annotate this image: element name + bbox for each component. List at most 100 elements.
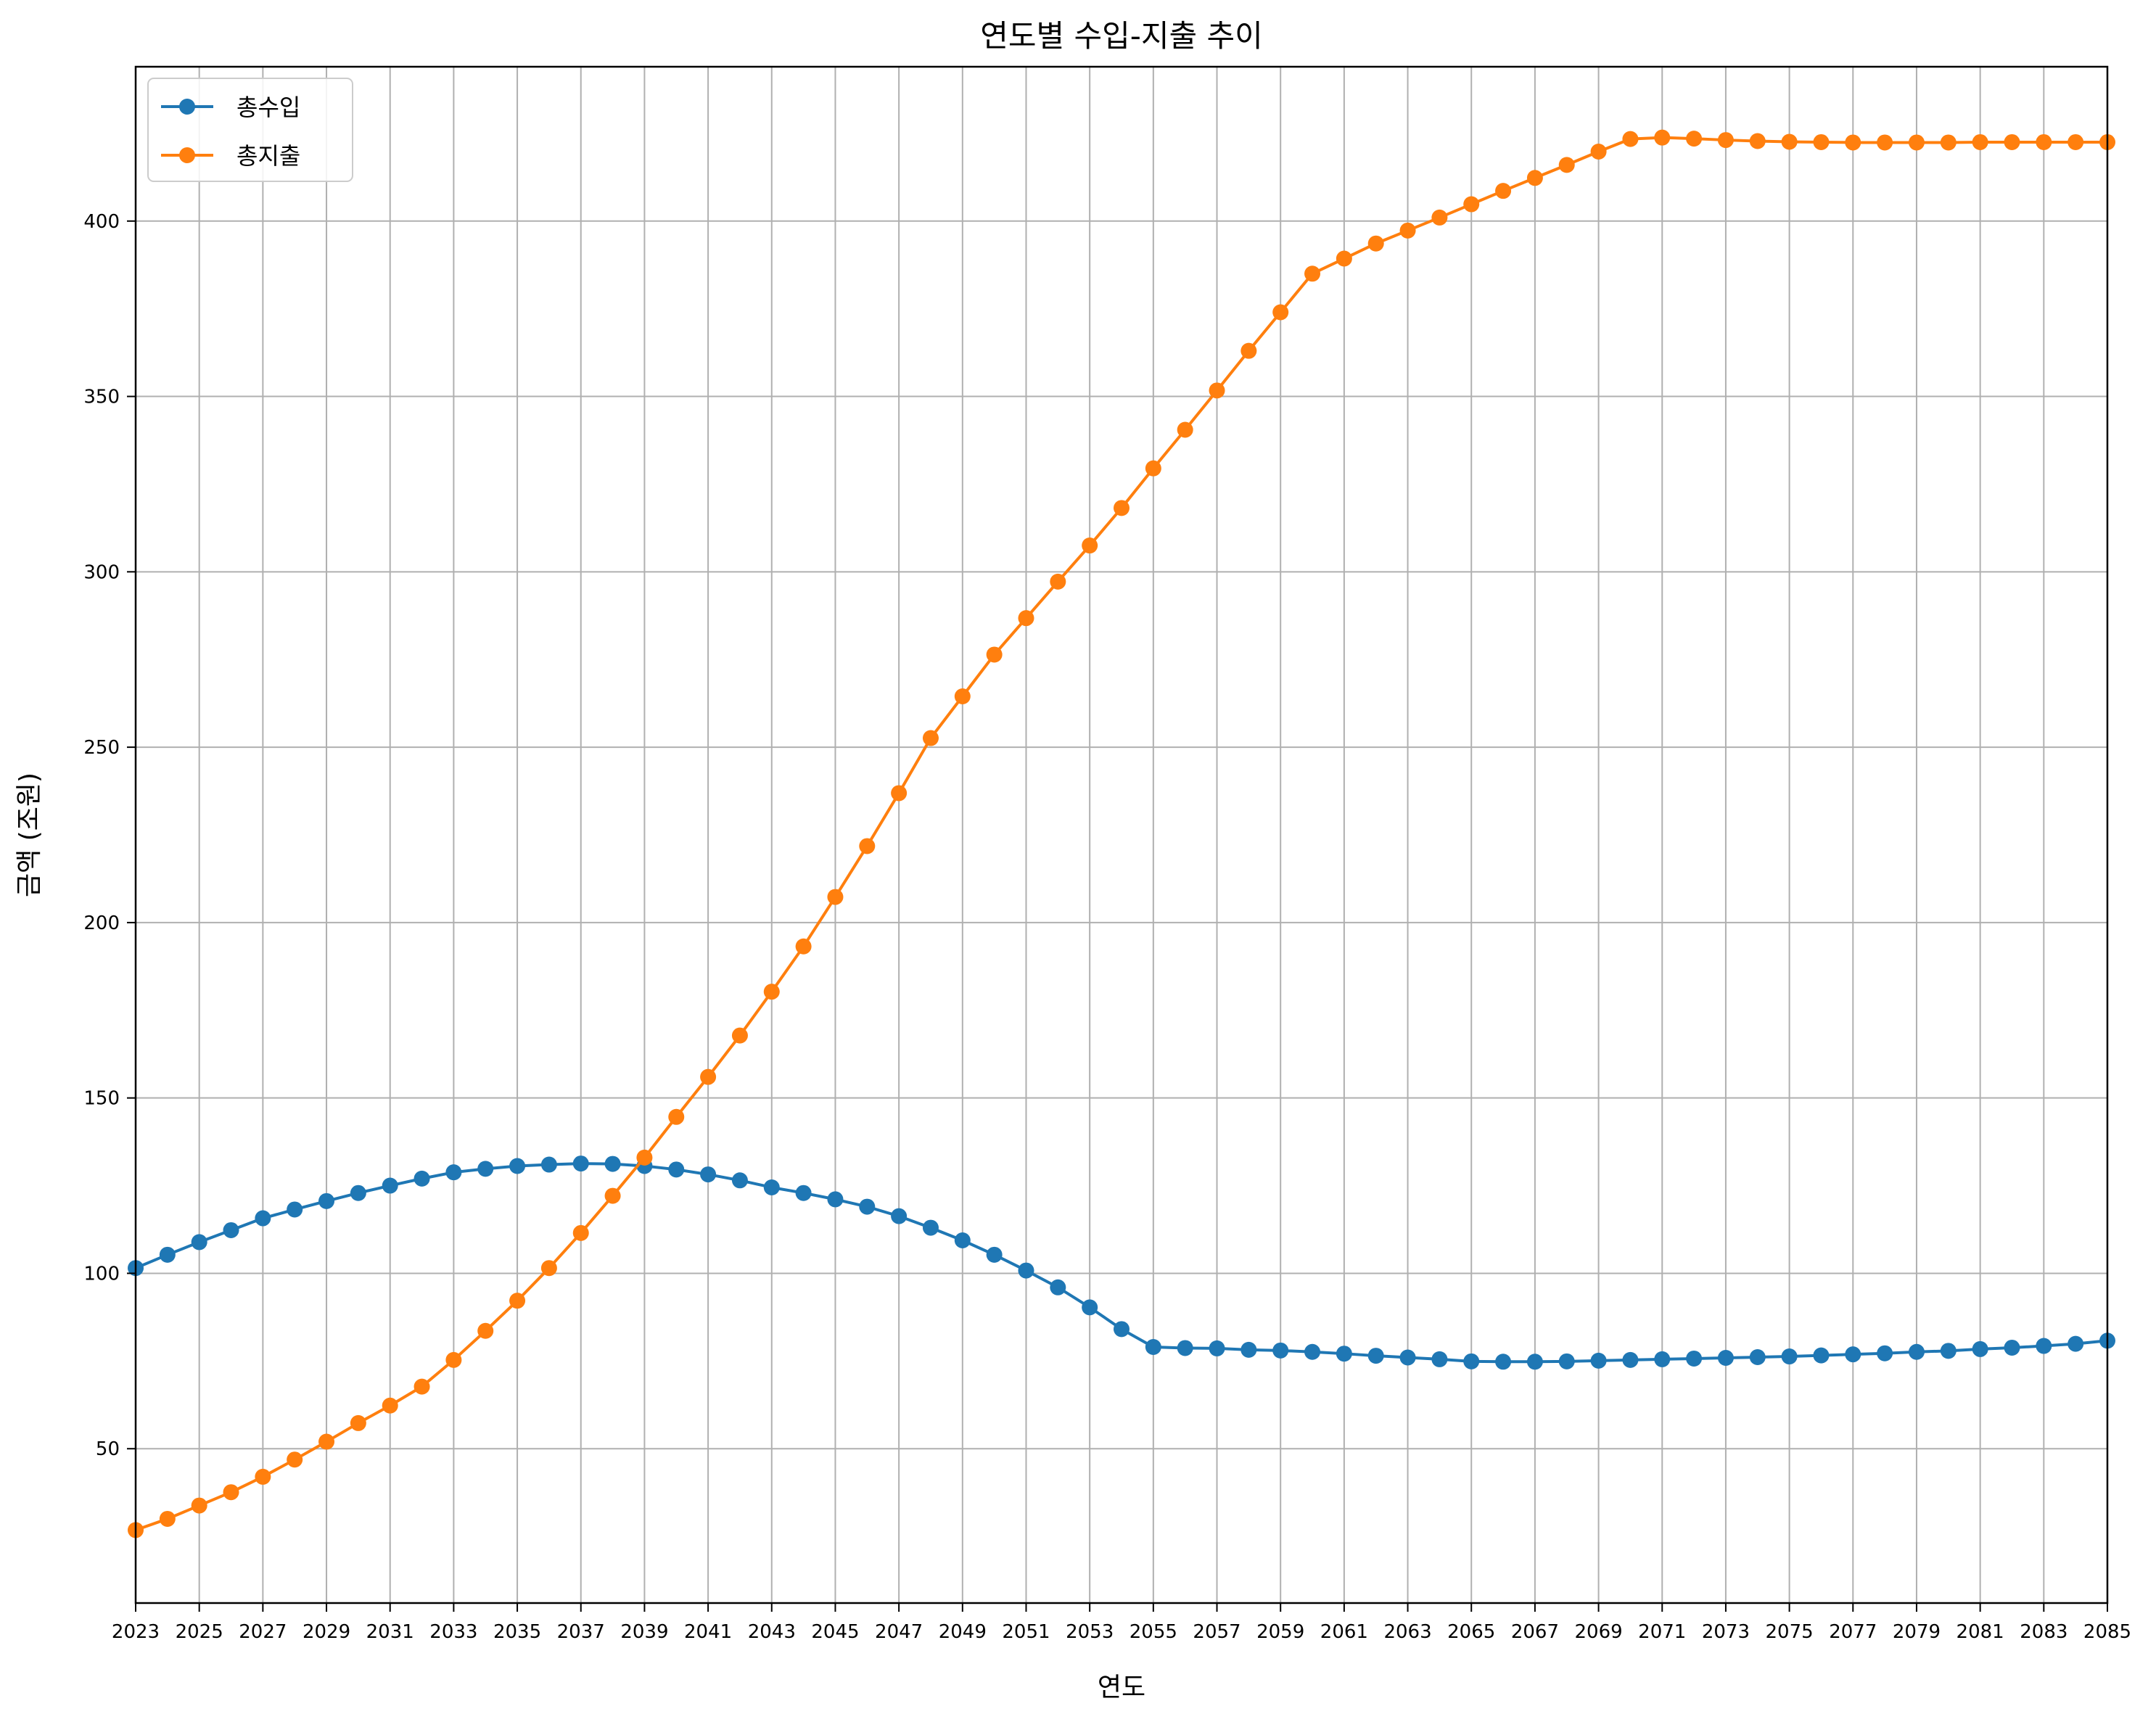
x-tick-label: 2027: [239, 1621, 287, 1643]
data-point: [2067, 133, 2084, 150]
data-point: [477, 1161, 494, 1177]
data-point: [255, 1468, 271, 1485]
data-point: [1845, 134, 1861, 151]
data-point: [1431, 209, 1448, 226]
data-point: [191, 1497, 207, 1514]
legend-label-income: 총수입: [236, 94, 300, 121]
data-point: [1399, 1349, 1416, 1366]
data-point: [1082, 537, 1098, 554]
data-point: [1367, 1348, 1384, 1364]
data-point: [1686, 131, 1703, 147]
x-axis-ticks: 2023 2025 2027 2029 2031 2033 2035 2037 2039 2041…: [112, 1603, 2131, 1643]
data-point: [1749, 133, 1766, 149]
data-point: [1177, 421, 1193, 438]
data-point: [350, 1185, 366, 1201]
data-point: [2036, 1338, 2052, 1354]
data-point: [1018, 610, 1034, 627]
data-point: [763, 1179, 780, 1195]
x-tick-label: 2039: [620, 1621, 668, 1643]
data-point: [1304, 1343, 1321, 1360]
chart-title: 연도별 수입-지출 추이: [980, 18, 1263, 54]
data-point: [1114, 500, 1130, 516]
data-point: [318, 1192, 335, 1209]
data-point: [1082, 1299, 1098, 1316]
legend-marker-income: [179, 99, 195, 115]
data-point: [1463, 1353, 1480, 1369]
data-point: [1336, 1346, 1352, 1362]
y-tick-label: 200: [83, 913, 120, 934]
x-tick-label: 2031: [366, 1621, 414, 1643]
data-point: [636, 1149, 653, 1166]
data-point: [795, 1185, 812, 1201]
x-tick-label: 2065: [1447, 1621, 1495, 1643]
x-tick-label: 2033: [429, 1621, 477, 1643]
data-point: [1272, 1342, 1289, 1359]
data-point: [1399, 222, 1416, 239]
x-tick-label: 2057: [1193, 1621, 1240, 1643]
data-point: [954, 688, 971, 704]
data-point: [986, 1246, 1003, 1263]
y-axis-ticks: 50 100 150 200 250 300 350 400: [83, 211, 136, 1460]
data-point: [2004, 133, 2020, 150]
x-tick-label: 2025: [176, 1621, 223, 1643]
series-income: [128, 1155, 2115, 1370]
data-point: [445, 1351, 462, 1368]
data-point: [1781, 1348, 1798, 1365]
data-point: [382, 1397, 398, 1414]
data-point: [1367, 235, 1384, 252]
data-point: [509, 1293, 526, 1309]
data-point: [1654, 1351, 1671, 1367]
data-point: [1717, 132, 1734, 149]
data-point: [1209, 1340, 1225, 1356]
x-tick-label: 2049: [939, 1621, 987, 1643]
x-tick-label: 2029: [303, 1621, 350, 1643]
data-point: [1940, 134, 1957, 151]
x-tick-label: 2067: [1511, 1621, 1559, 1643]
data-point: [1717, 1349, 1734, 1366]
data-point: [572, 1224, 589, 1241]
data-point: [540, 1156, 557, 1173]
data-point: [922, 1219, 939, 1236]
data-point: [223, 1222, 239, 1238]
legend-label-expense: 총지출: [236, 142, 300, 170]
data-point: [1877, 1345, 1893, 1361]
data-point: [1558, 1353, 1575, 1369]
y-tick-label: 150: [83, 1088, 120, 1110]
data-point: [1845, 1346, 1861, 1363]
data-point: [1145, 460, 1161, 477]
x-tick-label: 2055: [1130, 1621, 1177, 1643]
data-point: [1336, 250, 1352, 267]
data-point: [159, 1510, 176, 1527]
x-tick-label: 2077: [1829, 1621, 1877, 1643]
x-tick-label: 2023: [112, 1621, 160, 1643]
data-point: [1813, 133, 1830, 150]
data-point: [604, 1155, 621, 1172]
x-tick-label: 2075: [1766, 1621, 1814, 1643]
data-point: [477, 1322, 494, 1339]
grid: [135, 67, 2108, 1603]
data-point: [1781, 133, 1798, 150]
data-point: [1526, 170, 1543, 186]
data-point: [318, 1433, 335, 1450]
data-point: [1590, 144, 1607, 160]
data-point: [986, 646, 1003, 663]
data-point: [413, 1170, 430, 1187]
data-point: [1304, 265, 1321, 282]
x-tick-label: 2063: [1383, 1621, 1431, 1643]
y-tick-label: 300: [83, 561, 120, 583]
data-point: [572, 1155, 589, 1172]
data-point: [1114, 1321, 1130, 1338]
data-point: [922, 730, 939, 746]
y-tick-label: 100: [83, 1263, 120, 1285]
x-tick-label: 2035: [493, 1621, 541, 1643]
data-point: [700, 1166, 717, 1183]
data-point: [255, 1210, 271, 1227]
data-point: [223, 1484, 239, 1501]
data-point: [1209, 382, 1225, 399]
data-point: [1749, 1349, 1766, 1366]
data-point: [2036, 133, 2052, 150]
data-point: [540, 1260, 557, 1277]
data-point: [604, 1187, 621, 1204]
